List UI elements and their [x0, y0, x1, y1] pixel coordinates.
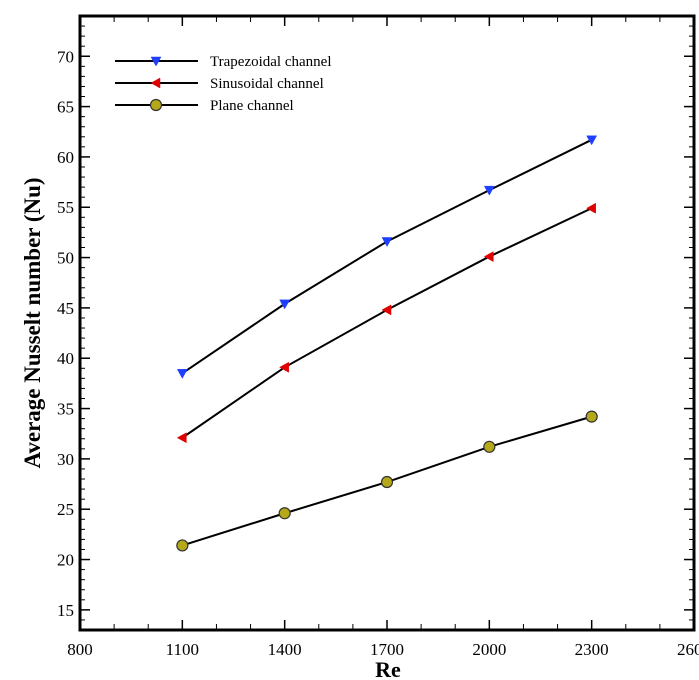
x-tick-label: 1400	[268, 640, 302, 659]
data-point	[176, 539, 189, 552]
y-tick-label: 20	[57, 551, 74, 570]
legend-label: Sinusoidal channel	[210, 76, 324, 92]
legend-entry: Trapezoidal channel	[115, 54, 332, 70]
y-tick-label: 50	[57, 249, 74, 268]
y-tick-label: 40	[57, 349, 74, 368]
y-tick-label: 60	[57, 148, 74, 167]
y-tick-label: 25	[57, 500, 74, 519]
data-point	[483, 440, 496, 453]
y-tick-label: 15	[57, 601, 74, 620]
data-point	[585, 410, 598, 423]
data-point	[278, 507, 291, 520]
legend-label: Trapezoidal channel	[210, 54, 332, 70]
series-layer	[176, 135, 598, 552]
series-trapezoidal-channel	[176, 135, 598, 379]
data-point	[483, 251, 494, 262]
data-point	[279, 361, 289, 373]
legend-marker	[150, 56, 162, 67]
series-line	[181, 138, 593, 375]
plot-frame	[78, 14, 696, 632]
series-plane-channel	[176, 410, 598, 552]
y-tick-label: 45	[57, 299, 74, 318]
data-point	[483, 185, 495, 196]
y-tick-label: 35	[57, 400, 74, 419]
series-sinusoidal-channel	[176, 202, 596, 444]
data-point	[176, 369, 188, 379]
data-point	[381, 304, 392, 316]
data-point	[586, 202, 596, 214]
x-tick-label: 1100	[166, 640, 199, 659]
data-point	[279, 299, 291, 310]
legend: Trapezoidal channel Sinusoidal channel Pla…	[115, 54, 332, 114]
x-tick-label: 2000	[472, 640, 506, 659]
legend-marker	[150, 77, 161, 89]
data-point	[381, 237, 393, 247]
x-axis-title: Re	[375, 657, 401, 680]
y-axis-ticks: 15 20 25 30 35 40 45 50 55 60 65 70	[57, 25, 694, 621]
x-tick-label: 800	[67, 640, 93, 659]
x-tick-label: 1700	[370, 640, 404, 659]
y-tick-label: 70	[57, 47, 74, 66]
y-tick-label: 55	[57, 198, 74, 217]
y-axis-title: Average Nusselt number (Nu)	[20, 177, 45, 468]
y-tick-label: 65	[57, 98, 74, 117]
data-point	[380, 475, 394, 489]
x-tick-label: 2600	[677, 640, 699, 659]
x-tick-label: 2300	[575, 640, 609, 659]
legend-label: Plane channel	[210, 98, 294, 114]
legend-entry: Sinusoidal channel	[115, 76, 324, 92]
y-tick-label: 30	[57, 450, 74, 469]
legend-entry: Plane channel	[115, 98, 294, 114]
data-point	[586, 135, 598, 146]
legend-marker	[149, 98, 163, 112]
data-point	[176, 432, 187, 444]
x-axis-ticks: 800 1100 1400 1700 2000 2300 2600	[67, 16, 699, 659]
